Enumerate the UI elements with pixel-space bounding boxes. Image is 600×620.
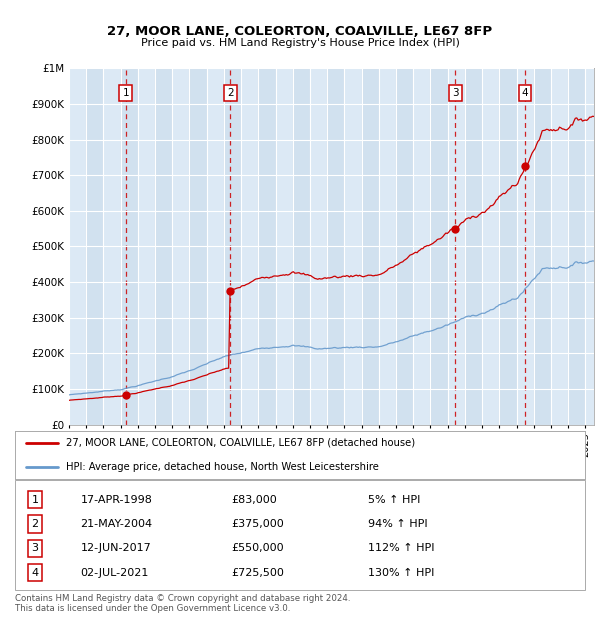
Bar bbox=[224, 68, 241, 425]
Bar bbox=[259, 68, 275, 425]
Bar bbox=[430, 68, 448, 425]
Bar bbox=[362, 68, 379, 425]
Bar bbox=[499, 68, 517, 425]
Bar bbox=[310, 68, 327, 425]
Bar bbox=[327, 68, 344, 425]
Text: 21-MAY-2004: 21-MAY-2004 bbox=[80, 519, 152, 529]
Text: 1: 1 bbox=[31, 495, 38, 505]
Text: 02-JUL-2021: 02-JUL-2021 bbox=[80, 567, 149, 578]
Text: 5% ↑ HPI: 5% ↑ HPI bbox=[368, 495, 421, 505]
Text: 130% ↑ HPI: 130% ↑ HPI bbox=[368, 567, 435, 578]
Text: 4: 4 bbox=[522, 88, 529, 98]
Text: 94% ↑ HPI: 94% ↑ HPI bbox=[368, 519, 428, 529]
Text: 2: 2 bbox=[227, 88, 234, 98]
Text: HPI: Average price, detached house, North West Leicestershire: HPI: Average price, detached house, Nort… bbox=[66, 462, 379, 472]
Text: 112% ↑ HPI: 112% ↑ HPI bbox=[368, 543, 435, 553]
Text: Price paid vs. HM Land Registry's House Price Index (HPI): Price paid vs. HM Land Registry's House … bbox=[140, 38, 460, 48]
Bar bbox=[155, 68, 172, 425]
Bar bbox=[551, 68, 568, 425]
Text: £550,000: £550,000 bbox=[232, 543, 284, 553]
Text: 3: 3 bbox=[452, 88, 459, 98]
Text: 2: 2 bbox=[31, 519, 38, 529]
Bar bbox=[465, 68, 482, 425]
Text: 27, MOOR LANE, COLEORTON, COALVILLE, LE67 8FP (detached house): 27, MOOR LANE, COLEORTON, COALVILLE, LE6… bbox=[66, 438, 415, 448]
Bar bbox=[121, 68, 138, 425]
Bar bbox=[241, 68, 259, 425]
Bar bbox=[138, 68, 155, 425]
Bar bbox=[534, 68, 551, 425]
Bar bbox=[293, 68, 310, 425]
Text: 27, MOOR LANE, COLEORTON, COALVILLE, LE67 8FP: 27, MOOR LANE, COLEORTON, COALVILLE, LE6… bbox=[107, 25, 493, 38]
Text: 3: 3 bbox=[31, 543, 38, 553]
Text: £83,000: £83,000 bbox=[232, 495, 277, 505]
Bar bbox=[344, 68, 362, 425]
Bar bbox=[448, 68, 465, 425]
Bar bbox=[207, 68, 224, 425]
Text: £375,000: £375,000 bbox=[232, 519, 284, 529]
Bar bbox=[568, 68, 586, 425]
Text: 17-APR-1998: 17-APR-1998 bbox=[80, 495, 152, 505]
Bar bbox=[69, 68, 86, 425]
Bar bbox=[517, 68, 534, 425]
Bar bbox=[86, 68, 103, 425]
Text: 1: 1 bbox=[122, 88, 129, 98]
Text: 12-JUN-2017: 12-JUN-2017 bbox=[80, 543, 151, 553]
Text: £725,500: £725,500 bbox=[232, 567, 284, 578]
Text: 4: 4 bbox=[31, 567, 38, 578]
Bar bbox=[103, 68, 121, 425]
Bar bbox=[275, 68, 293, 425]
Bar bbox=[190, 68, 207, 425]
Bar bbox=[172, 68, 190, 425]
Bar bbox=[413, 68, 430, 425]
Bar bbox=[396, 68, 413, 425]
Bar bbox=[482, 68, 499, 425]
Bar bbox=[379, 68, 396, 425]
Text: Contains HM Land Registry data © Crown copyright and database right 2024.
This d: Contains HM Land Registry data © Crown c… bbox=[15, 594, 350, 613]
Bar bbox=[586, 68, 600, 425]
